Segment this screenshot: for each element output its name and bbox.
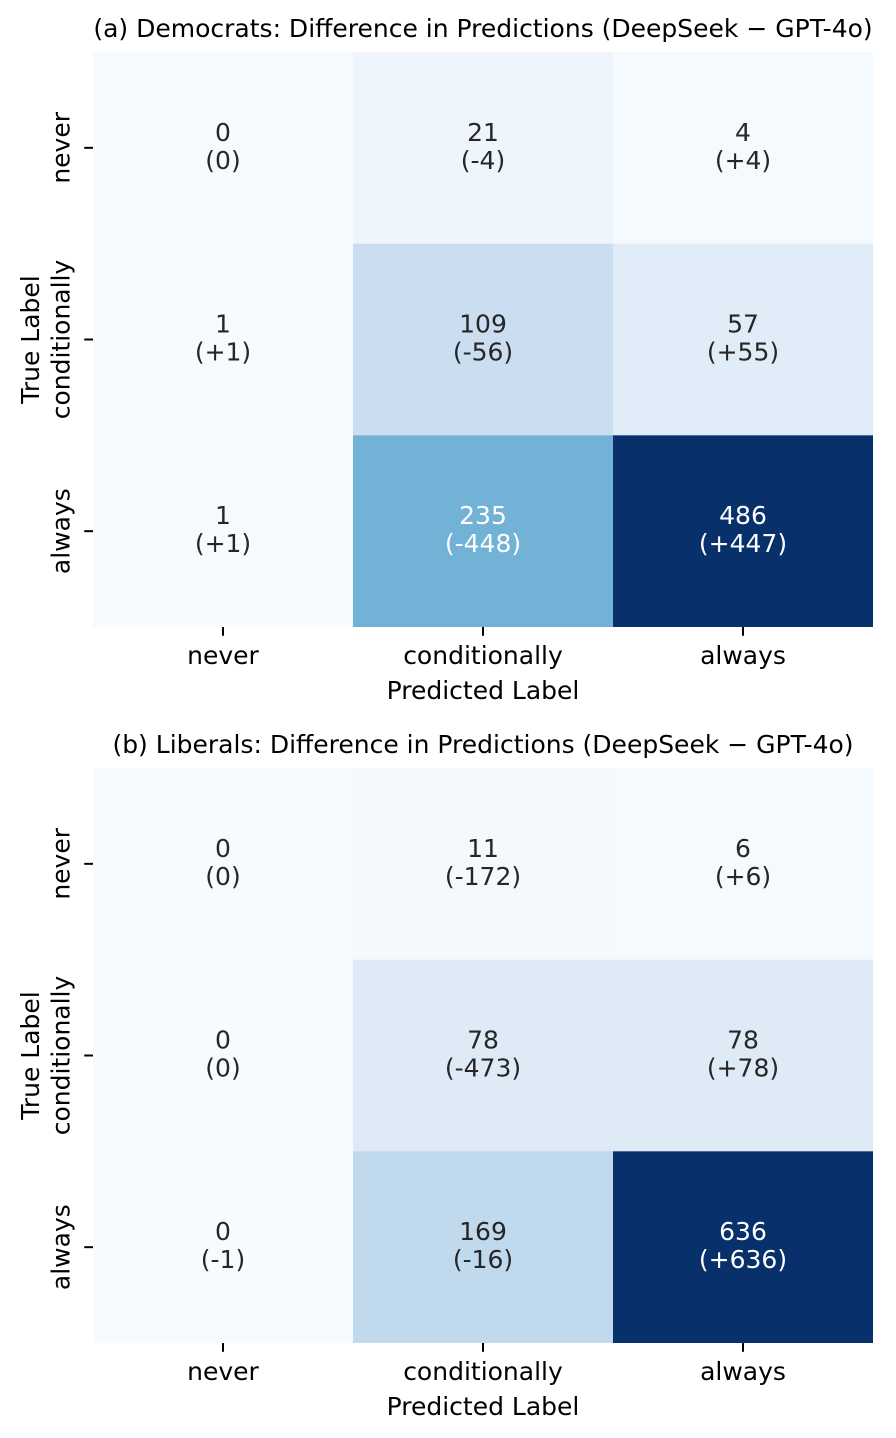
- cell-difference-label: (+636): [699, 1245, 787, 1274]
- y-axis: never conditionally always True Label: [16, 111, 93, 574]
- cell-difference-label: (-1): [201, 1245, 245, 1274]
- y-tick-label: always: [47, 488, 76, 574]
- x-tick-label: conditionally: [403, 1357, 563, 1386]
- x-tick-label: always: [700, 1357, 786, 1386]
- cell-count-label: 169: [459, 1217, 507, 1246]
- cell-difference-label: (-56): [453, 338, 513, 367]
- chart-title: (b) Liberals: Difference in Predictions …: [112, 730, 853, 759]
- heatmap-cell: [353, 435, 614, 627]
- heatmap-cell: [353, 52, 614, 245]
- cell-difference-label: (+4): [715, 146, 771, 175]
- panel-b: (b) Liberals: Difference in Predictions …: [16, 730, 873, 1421]
- heatmap-grid: 0(0)11(-172)6(+6)0(0)78(-473)78(+78)0(-1…: [93, 768, 873, 1343]
- cell-difference-label: (0): [205, 1054, 240, 1083]
- panel-a: (a) Democrats: Difference in Predictions…: [16, 14, 873, 705]
- heatmap-cells: [93, 768, 873, 1343]
- heatmap-cell: [93, 435, 354, 627]
- heatmap-cell: [613, 243, 873, 436]
- heatmap-cell: [613, 768, 873, 961]
- heatmap-cell: [613, 435, 873, 627]
- cell-difference-label: (-473): [445, 1054, 521, 1083]
- y-axis-label: True Label: [16, 991, 45, 1121]
- y-axis-label: True Label: [16, 275, 45, 405]
- cell-difference-label: (+55): [707, 338, 779, 367]
- y-axis: never conditionally always True Label: [16, 827, 93, 1290]
- x-tick-label: never: [187, 641, 259, 670]
- cell-count-label: 6: [735, 834, 751, 863]
- cell-count-label: 0: [215, 1217, 231, 1246]
- heatmap-cell: [613, 52, 873, 245]
- heatmap-annotations: 0(0)11(-172)6(+6)0(0)78(-473)78(+78)0(-1…: [201, 834, 787, 1274]
- cell-count-label: 0: [215, 118, 231, 147]
- cell-count-label: 21: [467, 118, 499, 147]
- cell-count-label: 11: [467, 834, 499, 863]
- heatmap-cell: [93, 959, 354, 1152]
- heatmap-annotations: 0(0)21(-4)4(+4)1(+1)109(-56)57(+55)1(+1)…: [195, 118, 787, 558]
- heatmap-cell: [93, 243, 354, 436]
- cell-count-label: 486: [719, 501, 767, 530]
- cell-count-label: 78: [467, 1026, 499, 1055]
- x-axis: never conditionally always Predicted Lab…: [187, 1343, 786, 1421]
- cell-count-label: 78: [727, 1026, 759, 1055]
- x-axis: never conditionally always Predicted Lab…: [187, 627, 786, 705]
- cell-count-label: 636: [719, 1217, 767, 1246]
- chart-title: (a) Democrats: Difference in Predictions…: [93, 14, 872, 43]
- y-tick-label: conditionally: [47, 260, 76, 420]
- cell-difference-label: (-172): [445, 862, 521, 891]
- cell-count-label: 57: [727, 310, 759, 339]
- y-tick-label: always: [47, 1204, 76, 1290]
- heatmap-cell: [93, 1151, 354, 1343]
- cell-difference-label: (-448): [445, 529, 521, 558]
- cell-difference-label: (+1): [195, 529, 251, 558]
- heatmap-cell: [353, 768, 614, 961]
- cell-count-label: 1: [215, 310, 231, 339]
- cell-difference-label: (-4): [461, 146, 505, 175]
- x-tick-label: never: [187, 1357, 259, 1386]
- cell-difference-label: (0): [205, 862, 240, 891]
- y-tick-label: never: [47, 827, 76, 899]
- cell-count-label: 0: [215, 834, 231, 863]
- heatmap-cell: [613, 959, 873, 1152]
- cell-count-label: 235: [459, 501, 507, 530]
- cell-count-label: 4: [735, 118, 751, 147]
- heatmap-cells: [93, 52, 873, 627]
- heatmap-cell: [93, 52, 354, 245]
- heatmap-cell: [353, 243, 614, 436]
- cell-difference-label: (0): [205, 146, 240, 175]
- x-tick-label: always: [700, 641, 786, 670]
- cell-difference-label: (+6): [715, 862, 771, 891]
- cell-difference-label: (+78): [707, 1054, 779, 1083]
- cell-difference-label: (-16): [453, 1245, 513, 1274]
- heatmap-cell: [93, 768, 354, 961]
- cell-count-label: 0: [215, 1026, 231, 1055]
- cell-count-label: 1: [215, 501, 231, 530]
- heatmap-cell: [353, 1151, 614, 1343]
- cell-difference-label: (+447): [699, 529, 787, 558]
- x-axis-label: Predicted Label: [387, 676, 580, 705]
- y-tick-label: conditionally: [47, 976, 76, 1136]
- y-tick-label: never: [47, 111, 76, 183]
- heatmap-cell: [613, 1151, 873, 1343]
- heatmap-cell: [353, 959, 614, 1152]
- heatmap-grid: 0(0)21(-4)4(+4)1(+1)109(-56)57(+55)1(+1)…: [93, 52, 873, 627]
- x-axis-label: Predicted Label: [387, 1392, 580, 1421]
- cell-difference-label: (+1): [195, 338, 251, 367]
- cell-count-label: 109: [459, 310, 507, 339]
- x-tick-label: conditionally: [403, 641, 563, 670]
